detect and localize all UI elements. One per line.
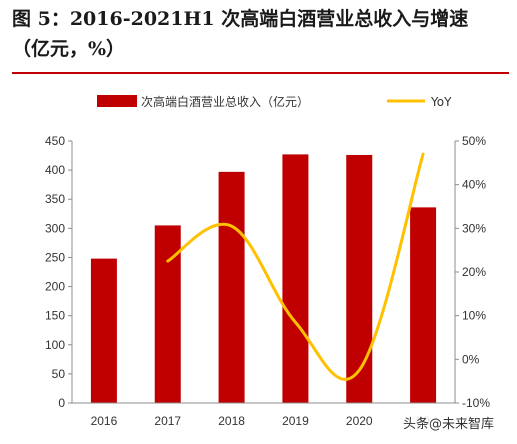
- revenue-bar-2018: [218, 171, 245, 403]
- chart-legend: 次高端白酒营业总收入（亿元） YoY: [97, 94, 452, 109]
- left-axis-tick-label: 250: [45, 250, 65, 264]
- right-y-axis: -10% 0% 10% 20% 30% 40% 50%: [454, 134, 490, 410]
- left-axis-tick-label: 200: [45, 280, 65, 294]
- x-axis-tick-label: 2020: [346, 414, 373, 428]
- right-axis-tick-label: -10%: [462, 396, 490, 410]
- yoy-line-path: [166, 152, 425, 381]
- revenue-bar-2016: [90, 258, 117, 403]
- right-axis-tick-label: 10%: [462, 309, 486, 323]
- right-axis-tick-label: 50%: [462, 134, 486, 148]
- left-axis-tick-label: 150: [45, 309, 65, 323]
- legend-swatch-revenue: [97, 95, 137, 107]
- source-watermark: 头条@未来智库: [400, 412, 498, 433]
- revenue-bars: [90, 154, 437, 403]
- left-axis-tick-label: 450: [45, 134, 65, 148]
- left-axis-tick-label: 100: [45, 338, 65, 352]
- right-axis-tick-label: 0%: [462, 352, 480, 366]
- revenue-bar-2020: [346, 154, 373, 403]
- right-axis-tick-label: 20%: [462, 265, 486, 279]
- x-axis-tick-label: 2018: [218, 414, 245, 428]
- legend-label-yoy: YoY: [430, 95, 452, 109]
- left-axis-tick-label: 400: [45, 163, 65, 177]
- left-y-axis: 0 50 100 150 200 250 300 350 400 450: [45, 134, 73, 410]
- legend-label-revenue: 次高端白酒营业总收入（亿元）: [141, 94, 309, 109]
- left-axis-tick-label: 0: [58, 396, 65, 410]
- chart-title-line-2: （亿元，%）: [12, 38, 126, 60]
- chart-title: 图 5：2016-2021H1 次高端白酒营业总收入与增速 （亿元，%）: [12, 4, 512, 64]
- chart-title-line-1: 图 5：2016-2021H1 次高端白酒营业总收入与增速: [12, 8, 469, 30]
- title-divider: [12, 72, 509, 74]
- x-axis-tick-label: 2019: [282, 414, 309, 428]
- revenue-bar-2019: [282, 154, 309, 403]
- left-axis-tick-label: 350: [45, 192, 65, 206]
- left-axis-tick-label: 50: [52, 367, 66, 381]
- right-axis-tick-label: 40%: [462, 178, 486, 192]
- revenue-bar-2021H1: [410, 207, 437, 403]
- x-axis-tick-label: 2016: [91, 414, 118, 428]
- right-axis-tick-label: 30%: [462, 221, 486, 235]
- left-axis-tick-label: 300: [45, 221, 65, 235]
- yoy-line-series: [166, 152, 425, 381]
- x-axis-tick-label: 2017: [154, 414, 181, 428]
- x-axis: 2016201720182019202020: [72, 402, 455, 428]
